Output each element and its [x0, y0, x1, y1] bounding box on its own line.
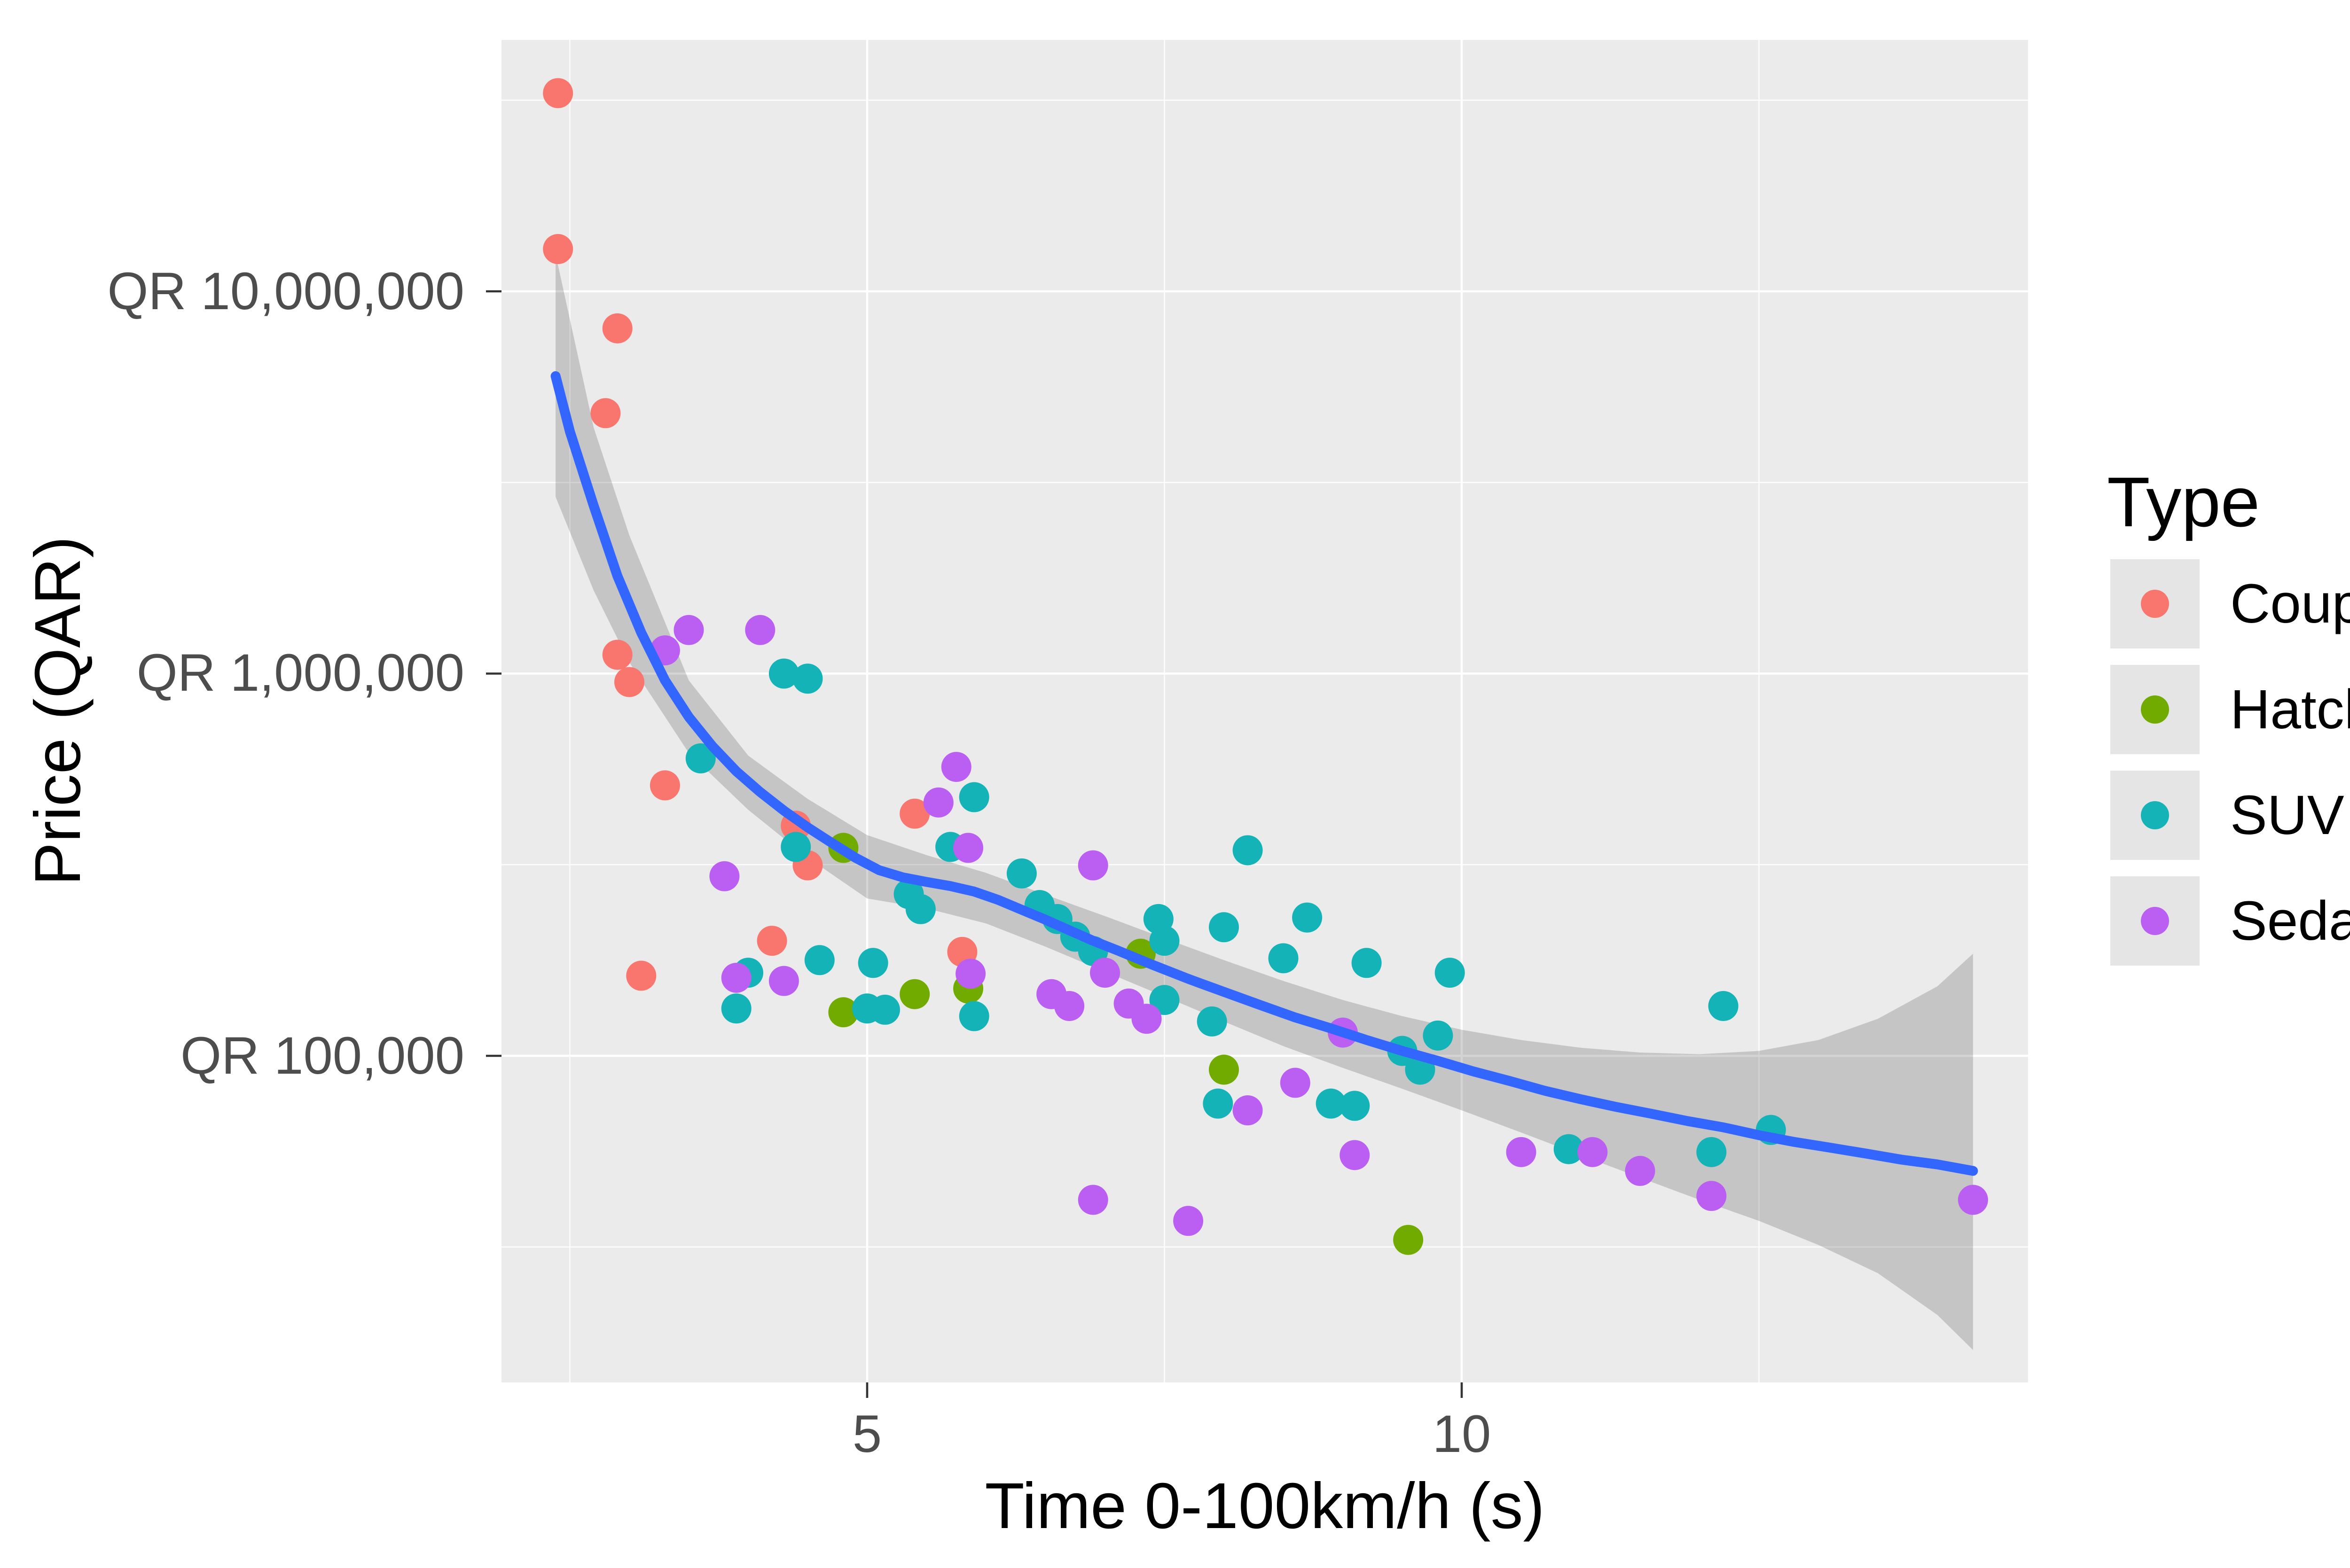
data-point-suv	[905, 894, 936, 924]
data-point-coupe	[602, 313, 633, 343]
data-point-suv	[1708, 991, 1739, 1021]
data-point-suv	[1434, 958, 1465, 988]
data-point-sedan	[709, 861, 740, 891]
data-point-coupe	[602, 640, 633, 670]
confidence-ribbon	[556, 254, 1973, 1350]
data-point-sedan	[1173, 1206, 1204, 1236]
smooth-trend-line	[550, 371, 1978, 1176]
legend-title: Type	[2107, 462, 2260, 541]
data-point-coupe	[543, 234, 573, 265]
data-point-coupe	[614, 667, 644, 697]
data-point-sedan	[1340, 1140, 1370, 1170]
panel-background	[501, 40, 2028, 1382]
data-point-sedan	[1078, 850, 1108, 881]
legend-label-suv: SUV	[2230, 784, 2344, 846]
legend-label-hatchback: Hatchback	[2230, 679, 2350, 741]
x-axis-title: Time 0-100km/h (s)	[985, 1470, 1544, 1542]
data-point-coupe	[757, 926, 787, 956]
data-point-suv	[1209, 912, 1239, 943]
data-point-sedan	[1054, 991, 1085, 1021]
data-point-sedan	[923, 787, 954, 818]
legend-label-coupe: Coupe	[2230, 573, 2350, 635]
data-point-sedan	[941, 752, 971, 782]
data-point-coupe	[900, 798, 930, 829]
x-tick-label-10: 10	[1433, 1404, 1491, 1463]
data-point-suv	[1197, 1006, 1227, 1037]
data-point-suv	[721, 993, 752, 1024]
y-tick-label-1m: QR 1,000,000	[137, 643, 464, 702]
data-point-sedan	[1625, 1155, 1655, 1186]
data-point-suv	[959, 1001, 989, 1031]
legend-label-sedan: Sedan	[2230, 890, 2350, 952]
data-point-suv	[858, 948, 888, 978]
data-point-suv	[1553, 1134, 1584, 1164]
legend-key-dot-coupe	[2141, 590, 2169, 618]
data-point-suv	[1006, 858, 1037, 889]
data-point-suv	[870, 994, 900, 1025]
data-point-suv	[1203, 1088, 1233, 1119]
data-point-sedan	[1280, 1068, 1310, 1098]
data-point-suv	[1268, 943, 1299, 974]
data-point-hatchback	[828, 997, 859, 1028]
data-point-sedan	[768, 966, 799, 996]
data-point-hatchback	[1393, 1225, 1424, 1255]
data-point-sedan	[1506, 1137, 1536, 1167]
data-point-suv	[959, 782, 989, 812]
data-point-coupe	[626, 960, 657, 991]
data-point-sedan	[1078, 1185, 1108, 1215]
data-point-sedan	[956, 959, 986, 989]
data-point-sedan	[953, 833, 984, 863]
data-point-suv	[1232, 835, 1263, 866]
data-point-suv	[781, 832, 811, 862]
data-point-suv	[768, 658, 799, 689]
data-point-suv	[792, 663, 823, 694]
data-point-suv	[804, 945, 835, 975]
data-point-suv	[1149, 985, 1180, 1015]
data-point-suv	[1292, 902, 1323, 933]
data-point-coupe	[590, 398, 621, 429]
data-point-suv	[1149, 926, 1180, 956]
data-point-suv	[1351, 948, 1382, 978]
data-point-hatchback	[1209, 1054, 1239, 1085]
y-tick-label-10m: QR 10,000,000	[107, 262, 464, 320]
legend-key-dot-suv	[2141, 801, 2169, 829]
data-point-suv	[685, 743, 716, 773]
data-point-sedan	[674, 615, 704, 645]
data-point-sedan	[1696, 1181, 1727, 1211]
data-point-sedan	[745, 615, 776, 645]
data-point-sedan	[1131, 1004, 1162, 1034]
data-point-sedan	[1232, 1095, 1263, 1126]
plot-panel	[486, 40, 2200, 1398]
y-axis-title: Price (QAR)	[22, 536, 94, 886]
data-point-coupe	[543, 78, 573, 109]
data-point-coupe	[650, 770, 680, 801]
data-point-sedan	[1090, 958, 1120, 988]
data-point-suv	[1423, 1020, 1453, 1051]
y-tick-label-100k: QR 100,000	[180, 1026, 464, 1085]
legend-key-dot-hatchback	[2141, 695, 2169, 724]
data-point-hatchback	[900, 979, 930, 1009]
legend-key-dot-sedan	[2141, 907, 2169, 935]
data-point-sedan	[1958, 1185, 1988, 1215]
data-point-sedan	[721, 962, 752, 993]
data-point-suv	[1316, 1088, 1346, 1119]
x-tick-label-5: 5	[853, 1404, 882, 1463]
data-point-suv	[1340, 1091, 1370, 1121]
data-point-sedan	[1577, 1137, 1608, 1167]
data-point-suv	[1696, 1137, 1727, 1167]
